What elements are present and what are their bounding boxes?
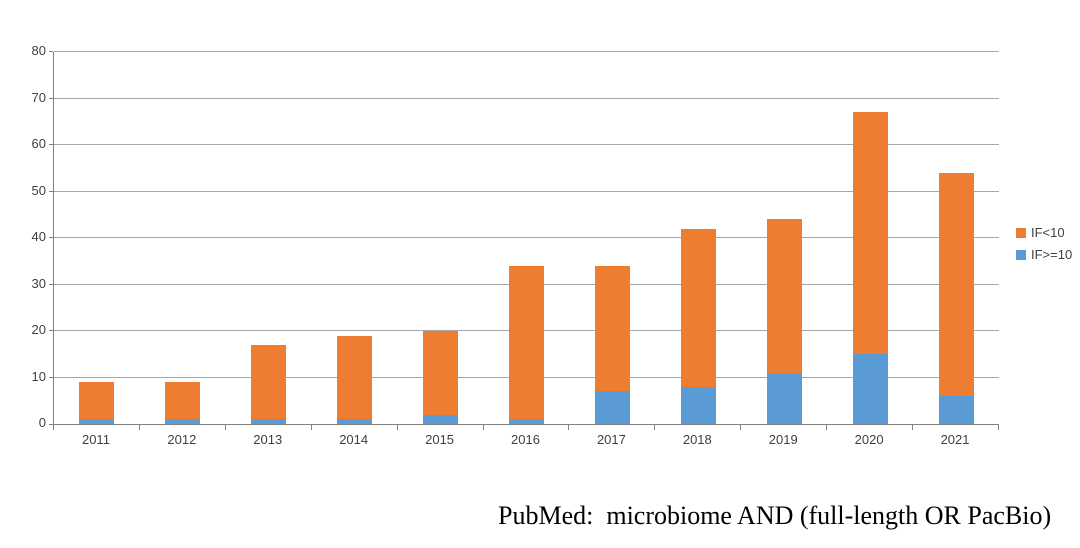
y-tick-label: 40: [31, 229, 46, 244]
x-tick-label: 2018: [682, 432, 712, 447]
bar-segment-IF10-2017: [594, 391, 630, 424]
bar-segment-IF10-2018: [680, 386, 716, 424]
x-axis-tick: [568, 425, 569, 430]
y-axis-tick: [49, 424, 53, 425]
x-tick-label: 2011: [81, 432, 110, 447]
chart-caption: PubMed: microbiome AND (full-length OR P…: [498, 501, 1052, 530]
bar-segment-IF10-2021: [938, 172, 974, 397]
x-axis-tick: [311, 425, 312, 430]
y-tick-label: 60: [31, 136, 46, 151]
x-axis-tick: [826, 425, 827, 430]
y-gridline: [54, 51, 999, 52]
bar-segment-IF10-2019: [766, 219, 802, 373]
y-axis-tick: [49, 376, 53, 378]
x-axis-tick: [998, 425, 999, 430]
y-tick-label: 20: [31, 322, 46, 337]
x-axis-tick: [654, 425, 655, 430]
x-axis-tick: [53, 425, 54, 430]
bar-segment-IF10-2017: [594, 265, 630, 392]
y-axis-tick: [49, 237, 53, 238]
bar-segment-IF10-2020: [852, 354, 888, 424]
x-tick-label: 2012: [167, 432, 197, 447]
legend-swatch-icon: [1016, 249, 1026, 260]
bar-segment-IF10-2016: [509, 265, 544, 420]
bar-segment-IF10-2014: [337, 419, 373, 424]
y-tick-label: 10: [31, 368, 46, 384]
bar-segment-IF10-2011: [79, 419, 115, 424]
y-axis-tick: [49, 97, 53, 99]
bar-segment-IF10-2021: [938, 396, 974, 424]
bar-segment-IF10-2019: [766, 372, 802, 424]
y-gridline: [54, 144, 999, 145]
x-axis-tick: [225, 425, 226, 430]
bar-segment-IF10-2013: [251, 419, 287, 424]
x-tick-label: 2021: [940, 432, 970, 447]
bar-segment-IF10-2015: [423, 331, 459, 415]
x-tick-label: 2019: [768, 432, 798, 447]
y-gridline: [54, 97, 999, 99]
x-tick-label: 2020: [854, 432, 884, 447]
bar-segment-IF10-2011: [79, 382, 115, 420]
x-tick-label: 2016: [511, 432, 540, 447]
legend-item-1: IF>=10: [1016, 247, 1073, 262]
legend-swatch-icon: [1016, 227, 1026, 238]
bar-segment-IF10-2020: [852, 112, 888, 355]
x-tick-label: 2014: [339, 432, 369, 447]
x-axis-tick: [397, 425, 398, 430]
bar-segment-IF10-2015: [423, 414, 459, 424]
y-gridline: [54, 190, 999, 192]
y-axis-tick: [49, 330, 53, 331]
x-tick-label: 2015: [425, 432, 455, 447]
y-tick-label: 80: [31, 43, 46, 58]
y-axis-tick: [49, 190, 53, 192]
bar-segment-IF10-2012: [165, 419, 201, 424]
x-axis-tick: [483, 425, 484, 430]
x-axis-tick: [912, 425, 913, 430]
y-axis-tick: [49, 144, 53, 145]
legend-item-0: IF<10: [1016, 225, 1072, 240]
y-tick-label: 0: [38, 415, 46, 430]
y-tick-label: 50: [31, 182, 46, 198]
x-axis-tick: [139, 425, 140, 430]
y-gridline: [54, 237, 999, 238]
x-tick-label: 2017: [596, 432, 626, 447]
bar-segment-IF10-2013: [251, 344, 287, 420]
bar-segment-IF10-2016: [509, 419, 544, 424]
y-tick-label: 30: [31, 275, 46, 291]
legend-label: IF<10: [1031, 225, 1065, 240]
bar-segment-IF10-2014: [337, 335, 373, 420]
bar-segment-IF10-2018: [680, 228, 716, 387]
y-tick-label: 70: [31, 89, 46, 105]
y-axis-tick: [49, 51, 53, 52]
bar-segment-IF10-2012: [165, 382, 201, 420]
chart-legend: IF<10 IF>=10: [1016, 225, 1073, 270]
x-axis-tick: [740, 425, 741, 430]
x-tick-label: 2013: [253, 432, 283, 447]
y-axis-tick: [49, 283, 53, 285]
plot-area: [53, 51, 999, 425]
legend-label: IF>=10: [1031, 247, 1073, 262]
